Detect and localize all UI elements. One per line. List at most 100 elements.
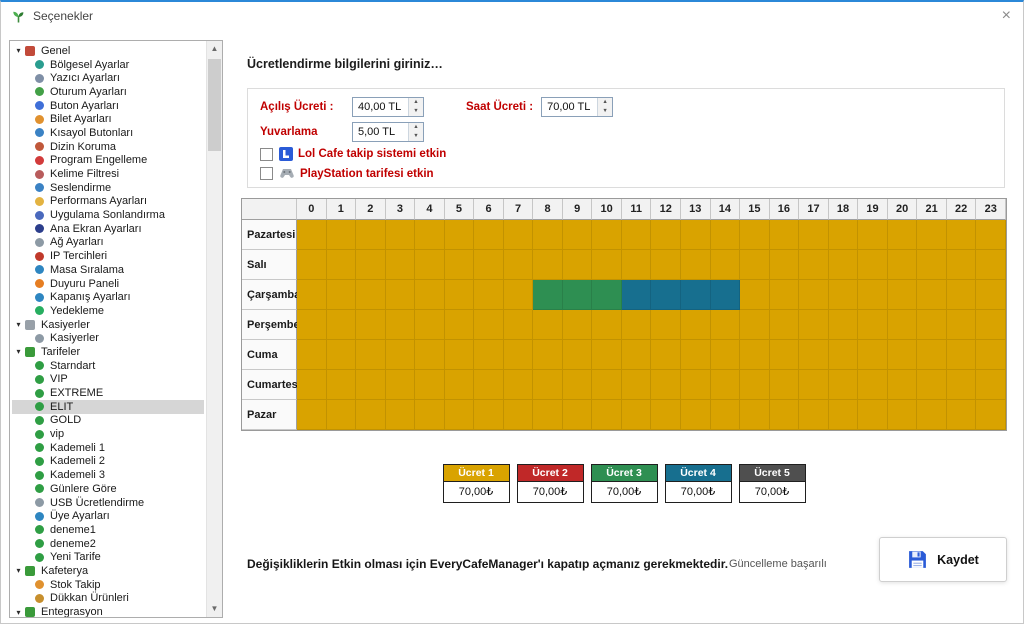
schedule-cell-cuma-13[interactable] [681,340,711,370]
schedule-cell-cumartesi-7[interactable] [503,370,534,400]
tree-scrollbar[interactable]: ▲ ▼ [206,41,222,617]
hour-header-21[interactable]: 21 [917,199,947,220]
tree-item-program-engelleme[interactable]: Program Engelleme [12,154,204,168]
schedule-cell-sal-17[interactable] [799,250,829,280]
tree-item-a-ayarlar[interactable]: Ağ Ayarları [12,236,204,250]
tree-group-genel[interactable]: ▾ Genel [12,44,204,58]
hour-header-1[interactable]: 1 [326,199,357,220]
schedule-cell-ar-amba-7[interactable] [503,280,534,310]
schedule-cell-pazar-7[interactable] [503,400,534,430]
schedule-cell-ar-amba-6[interactable] [474,280,504,310]
tree-item-ye-ayarlar[interactable]: Üye Ayarları [12,509,204,523]
schedule-cell-sal-20[interactable] [887,250,918,280]
hour-header-17[interactable]: 17 [799,199,829,220]
expand-arrow-icon[interactable]: ▾ [16,607,21,617]
day-label-cuma[interactable]: Cuma [242,340,297,370]
schedule-cell-sal-21[interactable] [917,250,947,280]
schedule-cell-pazartesi-9[interactable] [562,220,593,250]
day-label-per-embe[interactable]: Perşembe [242,310,300,340]
schedule-cell-pazartesi-10[interactable] [592,220,622,250]
schedule-cell-cumartesi-19[interactable] [858,370,888,400]
hour-header-19[interactable]: 19 [858,199,888,220]
schedule-cell-cumartesi-9[interactable] [562,370,593,400]
schedule-cell-pazar-13[interactable] [681,400,711,430]
schedule-cell-pazartesi-8[interactable] [533,220,563,250]
tree-item-kademeli-3[interactable]: Kademeli 3 [12,468,204,482]
schedule-cell-pazar-10[interactable] [592,400,622,430]
spin-down-icon[interactable]: ▼ [413,133,419,139]
schedule-cell-pazartesi-20[interactable] [887,220,918,250]
schedule-cell-sal-12[interactable] [651,250,682,280]
tree-item-yaz-c-ayarlar[interactable]: Yazıcı Ayarları [12,71,204,85]
expand-arrow-icon[interactable]: ▾ [16,46,21,56]
tree-group-kafeterya[interactable]: ▾ Kafeterya [12,564,204,578]
hour-header-10[interactable]: 10 [592,199,622,220]
scrollbar-track[interactable] [207,57,222,601]
schedule-cell-ar-amba-18[interactable] [828,280,859,310]
hour-header-2[interactable]: 2 [356,199,386,220]
scrollbar-thumb[interactable] [208,59,221,151]
schedule-cell-sal-1[interactable] [326,250,357,280]
tree-item-dizin-koruma[interactable]: Dizin Koruma [12,140,204,154]
schedule-cell-cuma-3[interactable] [385,340,416,370]
tree-item-bilet-ayarlar[interactable]: Bilet Ayarları [12,112,204,126]
schedule-cell-cuma-11[interactable] [621,340,652,370]
schedule-cell-ar-amba-15[interactable] [740,280,770,310]
lolcafe-checkbox[interactable] [260,147,273,161]
scroll-down-icon[interactable]: ▼ [210,604,219,613]
tree-item-performans-ayarlar[interactable]: Performans Ayarları [12,195,204,209]
schedule-cell-sal-11[interactable] [621,250,652,280]
schedule-cell-ar-amba-5[interactable] [444,280,475,310]
schedule-cell-per-embe-5[interactable] [444,310,475,340]
schedule-cell-cumartesi-22[interactable] [946,370,977,400]
schedule-cell-per-embe-17[interactable] [799,310,829,340]
schedule-cell-pazar-12[interactable] [651,400,682,430]
hourly-fee-input[interactable]: 70,00 TL ▲ ▼ [541,97,614,117]
schedule-cell-pazartesi-0[interactable] [297,220,327,250]
schedule-cell-cumartesi-10[interactable] [592,370,622,400]
schedule-cell-cumartesi-6[interactable] [474,370,504,400]
schedule-cell-sal-5[interactable] [444,250,475,280]
tree-item-b-lgesel-ayarlar[interactable]: Bölgesel Ayarlar [12,58,204,72]
schedule-cell-cuma-0[interactable] [297,340,327,370]
schedule-cell-pazartesi-4[interactable] [415,220,445,250]
schedule-cell-pazar-1[interactable] [326,400,357,430]
schedule-cell-per-embe-19[interactable] [858,310,888,340]
schedule-cell-pazartesi-15[interactable] [740,220,770,250]
schedule-cell-pazartesi-1[interactable] [326,220,357,250]
schedule-cell-cuma-20[interactable] [887,340,918,370]
schedule-cell-ar-amba-1[interactable] [326,280,357,310]
schedule-cell-cuma-23[interactable] [976,340,1006,370]
schedule-cell-per-embe-11[interactable] [621,310,652,340]
expand-arrow-icon[interactable]: ▾ [16,566,21,576]
schedule-cell-ar-amba-21[interactable] [917,280,947,310]
tree-item-vip[interactable]: VIP [12,373,204,387]
schedule-cell-pazar-0[interactable] [297,400,327,430]
schedule-cell-cuma-15[interactable] [740,340,770,370]
opening-fee-spin-buttons[interactable]: ▲ ▼ [408,98,423,116]
tree-item-kasiyerler[interactable]: Kasiyerler [12,331,204,345]
tree-item-deneme2[interactable]: deneme2 [12,537,204,551]
schedule-cell-pazar-2[interactable] [356,400,386,430]
schedule-cell-cuma-6[interactable] [474,340,504,370]
legend-ucret-2[interactable]: Ücret 2 70,00₺ [516,464,584,503]
schedule-cell-cuma-21[interactable] [917,340,947,370]
tree-item-vip[interactable]: vip [12,427,204,441]
schedule-cell-cumartesi-20[interactable] [887,370,918,400]
schedule-cell-cumartesi-8[interactable] [533,370,563,400]
day-label-ar-amba[interactable]: Çarşamba [242,280,300,310]
schedule-cell-per-embe-8[interactable] [533,310,563,340]
schedule-cell-cuma-16[interactable] [769,340,800,370]
schedule-cell-sal-0[interactable] [297,250,327,280]
schedule-cell-cumartesi-2[interactable] [356,370,386,400]
hour-header-14[interactable]: 14 [710,199,741,220]
tree-item-kapan-ayarlar[interactable]: Kapanış Ayarları [12,290,204,304]
tree-item-k-sayol-butonlar[interactable]: Kısayol Butonları [12,126,204,140]
spin-up-icon[interactable]: ▲ [413,124,419,130]
opening-fee-value[interactable]: 40,00 TL [358,101,402,113]
hour-header-0[interactable]: 0 [297,199,327,220]
schedule-cell-ar-amba-17[interactable] [799,280,829,310]
schedule-cell-ar-amba-16[interactable] [769,280,800,310]
schedule-cell-pazartesi-22[interactable] [946,220,977,250]
schedule-cell-pazar-18[interactable] [828,400,859,430]
